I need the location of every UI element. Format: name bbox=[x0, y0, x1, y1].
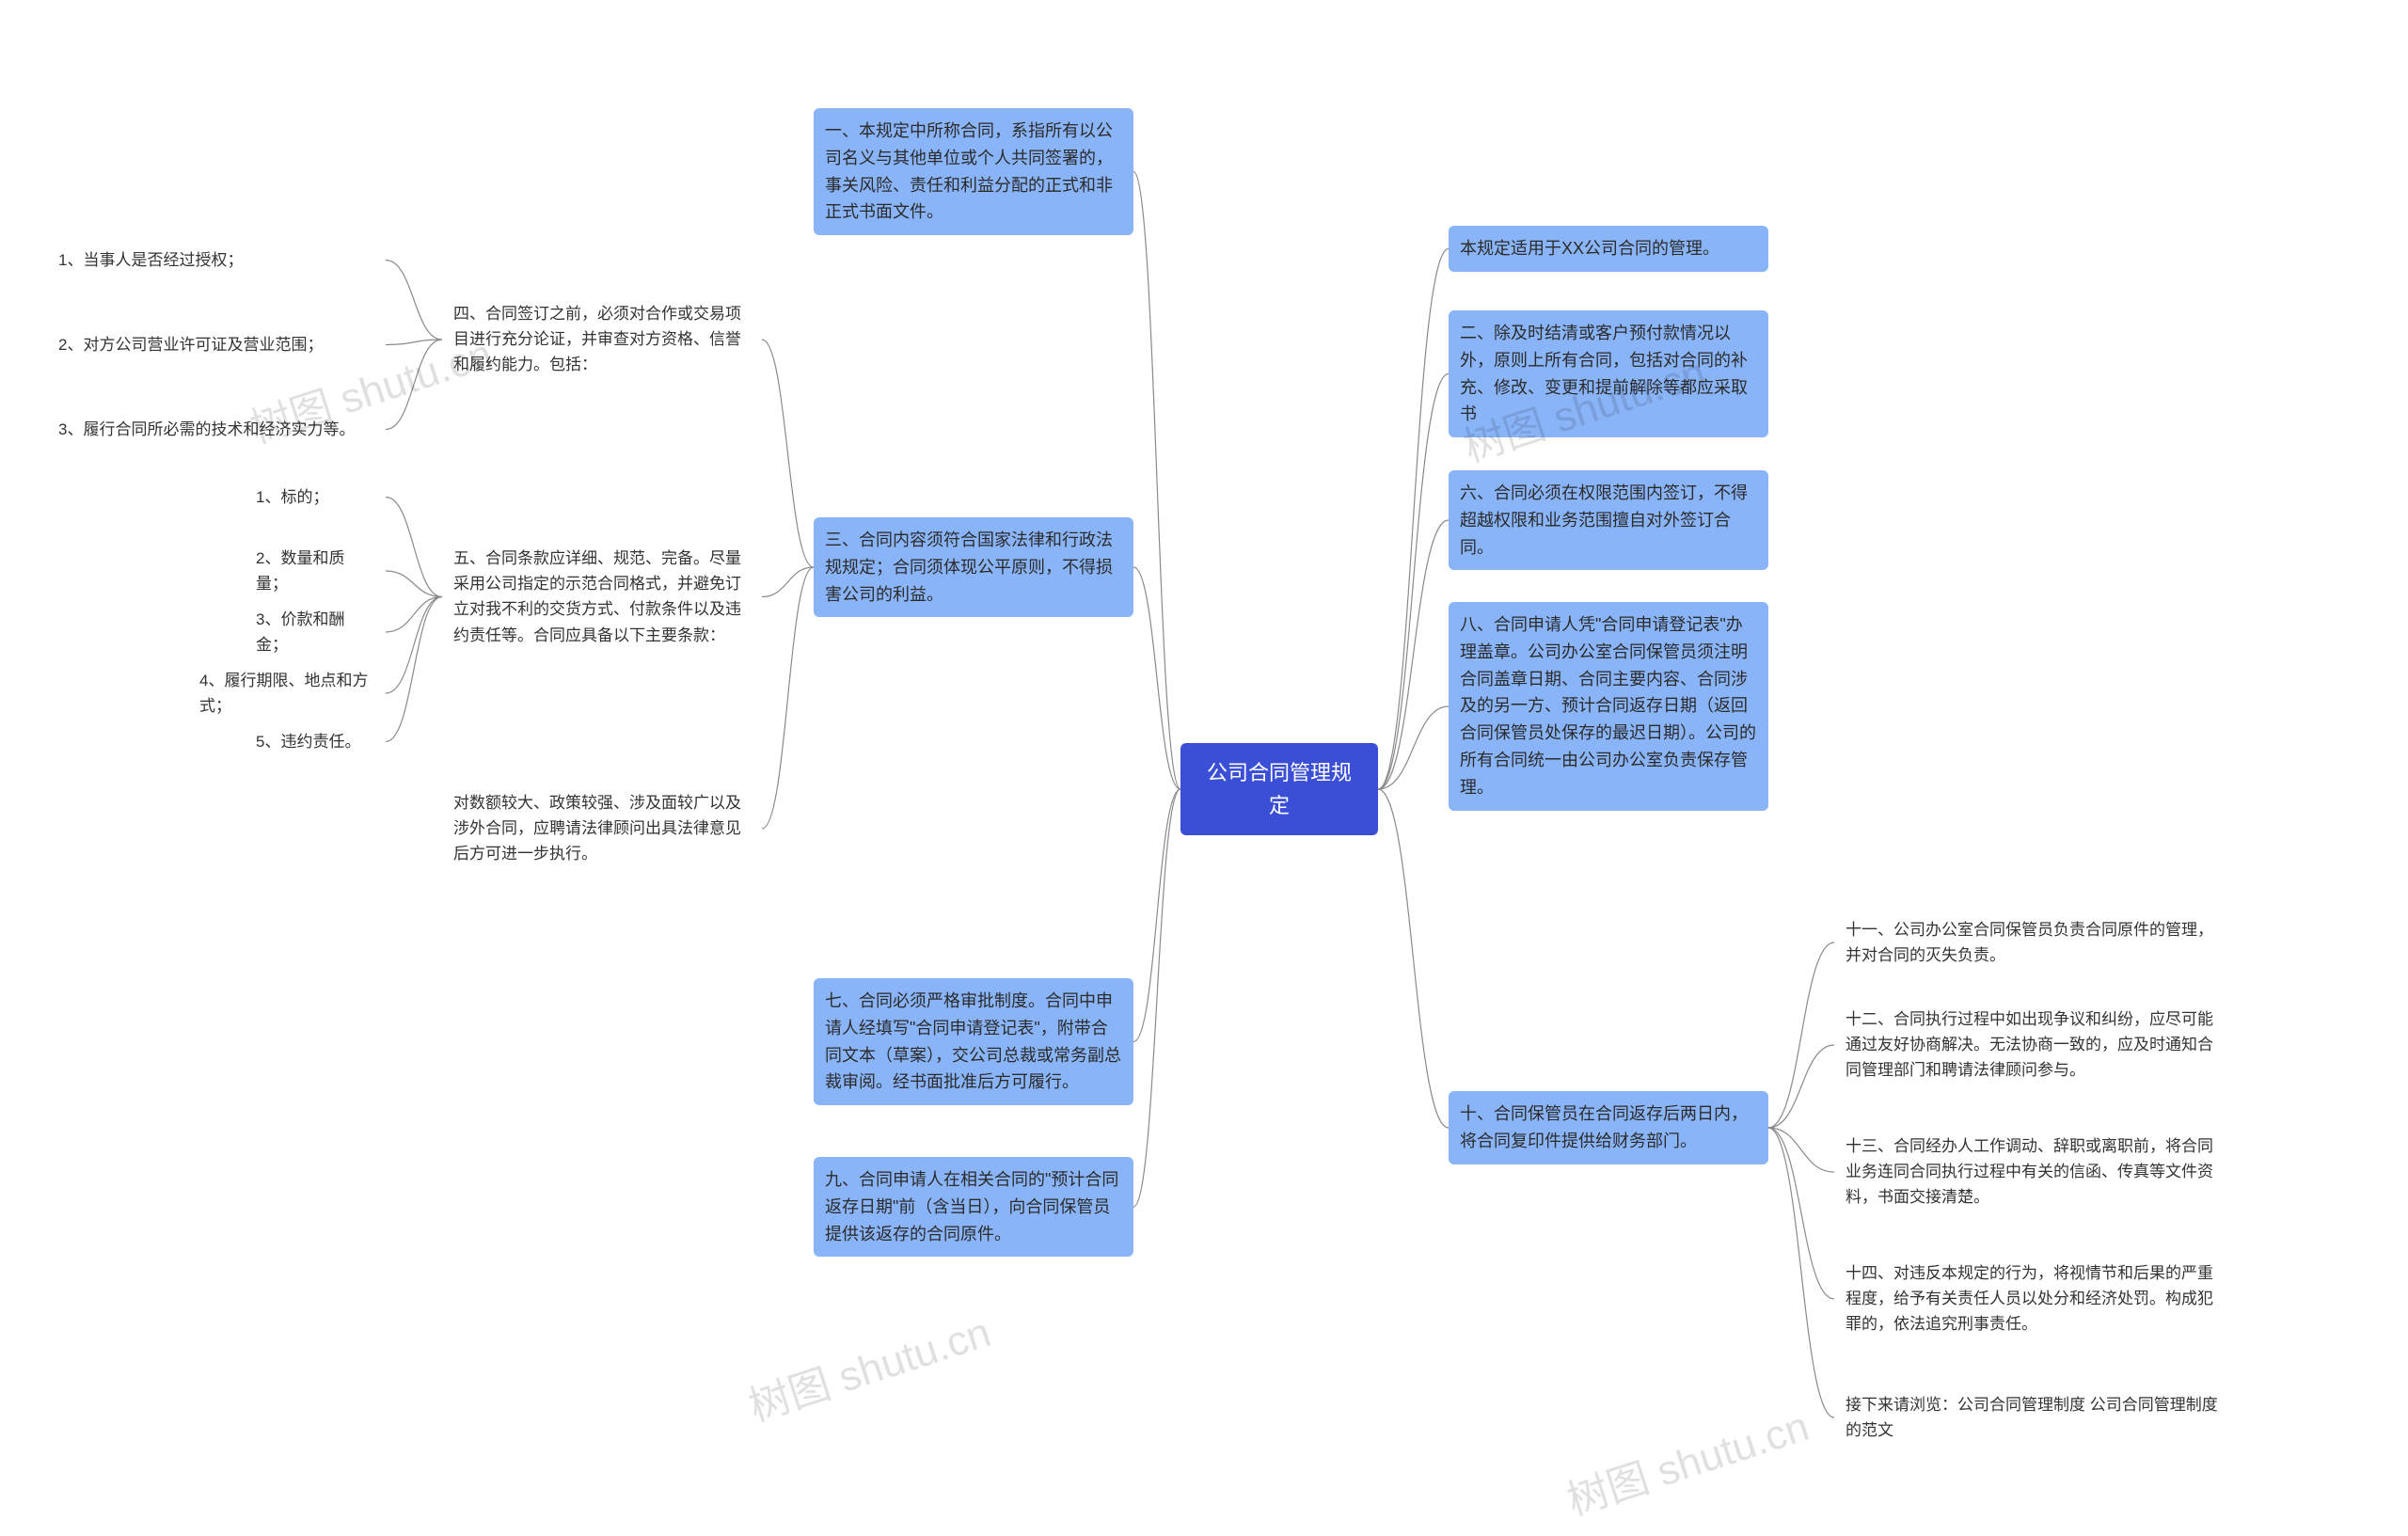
node-scope: 本规定适用于XX公司合同的管理。 bbox=[1449, 226, 1768, 272]
node-rule-6: 六、合同必须在权限范围内签订，不得超越权限和业务范围擅自对外签订合同。 bbox=[1449, 470, 1768, 570]
node-legal: 对数额较大、政策较强、涉及面较广以及涉外合同，应聘请法律顾问出具法律意见后方可进… bbox=[442, 781, 762, 877]
node-rule-4-2: 2、对方公司营业许可证及营业范围； bbox=[47, 323, 386, 367]
node-rule-4-1: 1、当事人是否经过授权； bbox=[47, 238, 386, 282]
node-rule-5-2: 2、数量和质量； bbox=[245, 536, 386, 606]
node-rule-14: 十四、对违反本规定的行为，将视情节和后果的严重程度，给予有关责任人员以处分和经济… bbox=[1834, 1251, 2229, 1347]
node-rule-11: 十一、公司办公室合同保管员负责合同原件的管理，并对合同的灭失负责。 bbox=[1834, 908, 2229, 977]
node-rule-12: 十二、合同执行过程中如出现争议和纠纷，应尽可能通过友好协商解决。无法协商一致的，… bbox=[1834, 997, 2229, 1093]
node-rule-5-1: 1、标的； bbox=[245, 475, 386, 519]
node-rule-13: 十三、合同经办人工作调动、辞职或离职前，将合同业务连同合同执行过程中有关的信函、… bbox=[1834, 1124, 2229, 1220]
root-node: 公司合同管理规定 bbox=[1180, 743, 1378, 835]
node-rule-4-3: 3、履行合同所必需的技术和经济实力等。 bbox=[47, 407, 386, 451]
node-rule-9: 九、合同申请人在相关合同的"预计合同返存日期"前（含当日），向合同保管员提供该返… bbox=[814, 1157, 1133, 1257]
mindmap-canvas: 公司合同管理规定 一、本规定中所称合同，系指所有以公司名义与其他单位或个人共同签… bbox=[0, 0, 2408, 1536]
node-rule-4: 四、合同签订之前，必须对合作或交易项目进行充分论证，并审查对方资格、信誉和履约能… bbox=[442, 292, 762, 388]
node-rule-1: 一、本规定中所称合同，系指所有以公司名义与其他单位或个人共同签署的，事关风险、责… bbox=[814, 108, 1133, 235]
node-rule-5-3: 3、价款和酬金； bbox=[245, 597, 386, 667]
node-rule-8: 八、合同申请人凭"合同申请登记表"办理盖章。公司办公室合同保管员须注明合同盖章日… bbox=[1449, 602, 1768, 811]
node-rule-7: 七、合同必须严格审批制度。合同中申请人经填写"合同申请登记表"，附带合同文本（草… bbox=[814, 978, 1133, 1105]
node-rule-5-5: 5、违约责任。 bbox=[245, 720, 386, 764]
node-rule-5: 五、合同条款应详细、规范、完备。尽量采用公司指定的示范合同格式，并避免订立对我不… bbox=[442, 536, 762, 657]
node-rule-2: 二、除及时结清或客户预付款情况以外，原则上所有合同，包括对合同的补充、修改、变更… bbox=[1449, 310, 1768, 437]
node-rule-3: 三、合同内容须符合国家法律和行政法规规定；合同须体现公平原则，不得损害公司的利益… bbox=[814, 517, 1133, 617]
node-next: 接下来请浏览：公司合同管理制度 公司合同管理制度的范文 bbox=[1834, 1383, 2229, 1452]
node-rule-5-4: 4、履行期限、地点和方式； bbox=[188, 658, 386, 728]
node-rule-10: 十、合同保管员在合同返存后两日内，将合同复印件提供给财务部门。 bbox=[1449, 1091, 1768, 1164]
